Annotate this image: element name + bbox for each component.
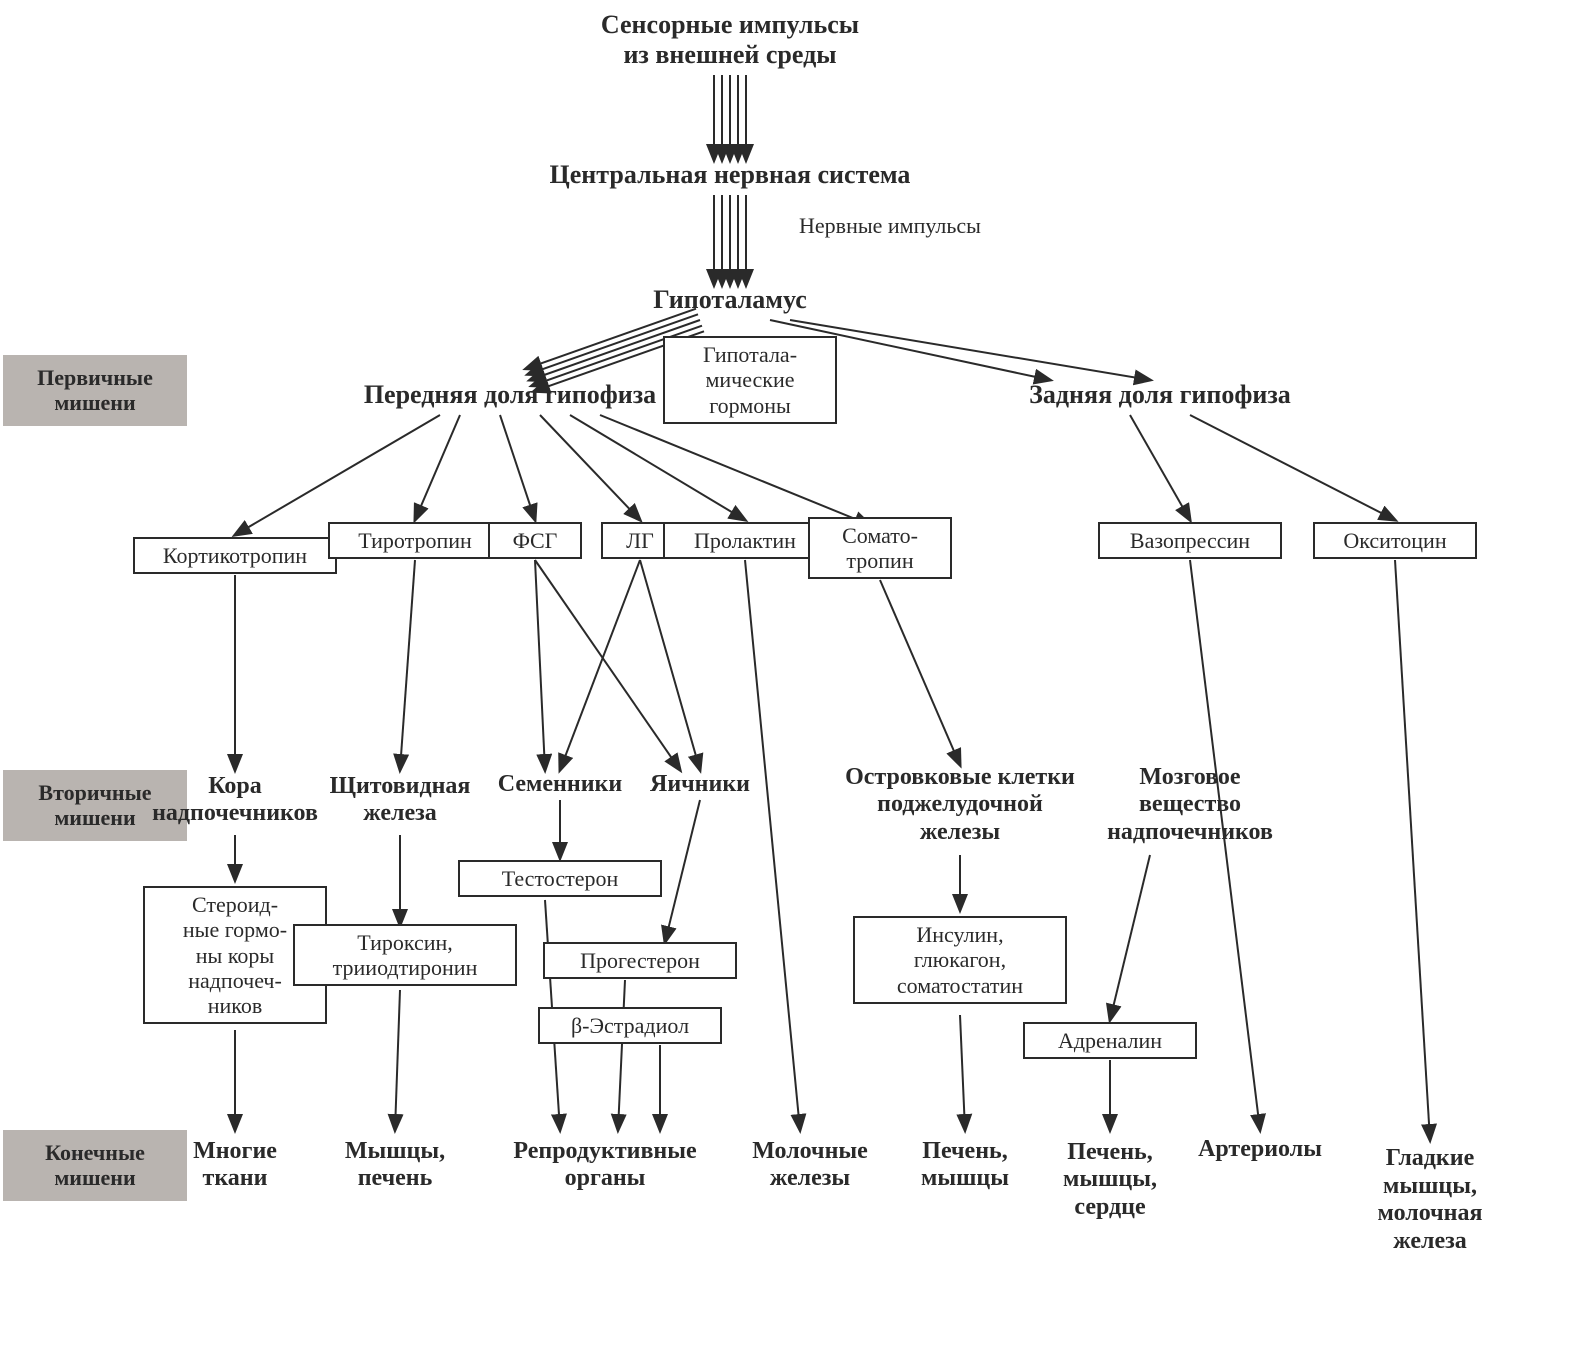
node-thyroxine: Тироксин, трииодтиронин <box>293 924 517 987</box>
node-islets: Островковые клетки поджелудочной железы <box>820 764 1100 847</box>
node-estradiol: β-Эстрадиол <box>538 1007 722 1044</box>
node-anterior: Передняя доля гипофиза <box>340 380 680 410</box>
node-livermuscle: Печень, мышцы <box>890 1138 1040 1193</box>
node-cortico: Кортикотропин <box>133 537 337 574</box>
node-arterioles: Артериолы <box>1180 1136 1340 1164</box>
node-prolactin: Пролактин <box>663 522 827 559</box>
node-smooth: Гладкие мышцы, молочная железа <box>1345 1145 1515 1255</box>
node-muscleliver: Мышцы, печень <box>320 1138 470 1193</box>
node-thyroid: Щитовидная железа <box>310 773 490 828</box>
side-label-sl1: Первичные мишени <box>3 355 187 426</box>
node-many: Многие ткани <box>160 1138 310 1193</box>
node-cns: Центральная нервная система <box>520 160 940 190</box>
node-somato: Сомато- тропин <box>808 517 952 580</box>
node-fsh: ФСГ <box>488 522 582 559</box>
node-medulla: Мозговое вещество надпочечников <box>1080 764 1300 847</box>
node-lmheart: Печень, мышцы, сердце <box>1035 1139 1185 1222</box>
node-adrenalctx: Кора надпочечников <box>135 773 335 828</box>
node-testo: Тестостерон <box>458 860 662 897</box>
node-ovaries: Яичники <box>630 771 770 799</box>
node-progest: Прогестерон <box>543 942 737 979</box>
node-posterior: Задняя доля гипофиза <box>1000 380 1320 410</box>
node-hypohorm: Гипотала- мические гормоны <box>663 336 837 424</box>
node-insulin: Инсулин, глюкагон, соматостатин <box>853 916 1067 1004</box>
node-hypo: Гипоталамус <box>630 285 830 315</box>
diagram-stage: Первичные мишениВторичные мишениКонечные… <box>0 0 1576 1357</box>
node-vaso: Вазопрессин <box>1098 522 1282 559</box>
node-mammary: Молочные железы <box>730 1138 890 1193</box>
node-adrenaline: Адреналин <box>1023 1022 1197 1059</box>
node-sensory: Сенсорные импульсы из внешней среды <box>550 10 910 70</box>
node-testes: Семенники <box>485 771 635 799</box>
node-nerveimp: Нервные импульсы <box>760 213 1020 238</box>
node-repro: Репродуктивные органы <box>490 1138 720 1193</box>
node-oxy: Окситоцин <box>1313 522 1477 559</box>
node-thyro: Тиротропин <box>328 522 502 559</box>
